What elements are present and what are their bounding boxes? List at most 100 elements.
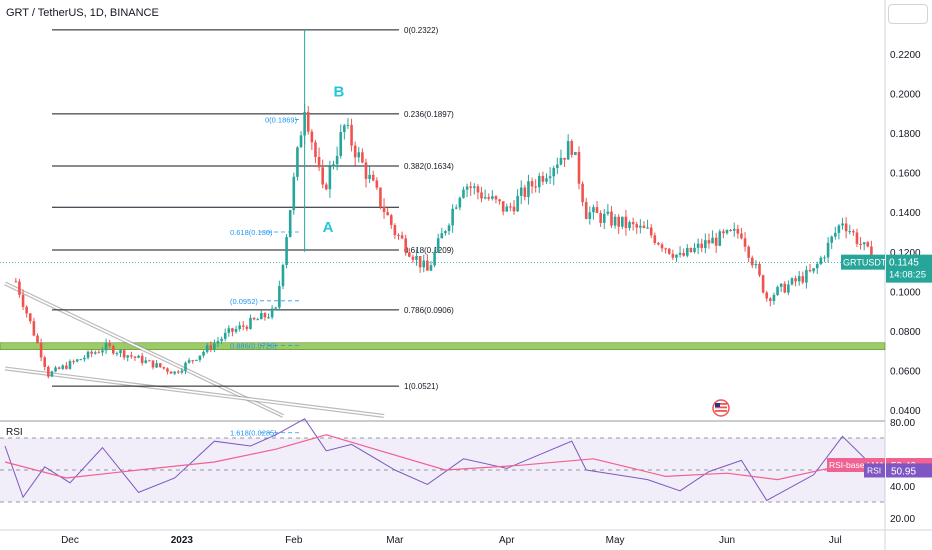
rsi-badge (864, 463, 885, 478)
candle-body (624, 216, 628, 228)
candle-body (97, 352, 101, 354)
candle-body (491, 196, 494, 199)
candle-body (426, 260, 429, 271)
wave-label-b: B (334, 84, 345, 101)
rsi-tick-label: 40.00 (890, 482, 915, 493)
candle-body (750, 257, 754, 266)
support-zone (0, 342, 886, 350)
candle-body (158, 363, 162, 368)
candle-body (519, 187, 523, 196)
rsi-ma-line (4, 434, 876, 481)
candle-body (642, 225, 646, 228)
y-tick-label: 0.1000 (890, 287, 921, 298)
candle-body (588, 212, 592, 219)
candle-body (772, 294, 776, 302)
candle-body (195, 359, 198, 361)
candle-body (675, 254, 678, 258)
y-tick-label: 0.0800 (890, 327, 921, 338)
y-tick-label: 0.1600 (890, 169, 921, 180)
candle-body (610, 211, 613, 226)
candle-body (729, 230, 732, 232)
candle-body (498, 199, 501, 202)
candle-body (530, 181, 534, 187)
candle-body (324, 184, 328, 190)
candle-body (462, 189, 465, 198)
candle-body (47, 366, 50, 377)
candle-body (176, 371, 180, 373)
candle-body (505, 206, 509, 212)
candle-body (631, 222, 635, 225)
candle-body (75, 359, 79, 362)
candle-body (469, 186, 472, 188)
candle-body (660, 244, 664, 249)
fib-level-label: 0.786(0.0906) (404, 306, 454, 315)
candle-body (790, 278, 794, 285)
candle-body (364, 162, 368, 179)
candle-body (559, 157, 563, 165)
candle-body (115, 353, 119, 355)
rsi-value-badge (886, 463, 932, 478)
candle-body (169, 371, 173, 374)
symbol-badge (841, 254, 885, 270)
candle-body (592, 207, 595, 213)
candle-body (418, 256, 422, 268)
candle-body (451, 208, 454, 226)
candle-body (754, 264, 758, 266)
candle-body (263, 313, 267, 318)
us-flag-icon (712, 399, 730, 417)
candle-body (815, 264, 819, 269)
price-badge-value: 0.1145 (889, 258, 919, 269)
candle-body (501, 201, 505, 212)
price-badge (886, 254, 932, 283)
blue-fib-label: 0.886(0.0726) (230, 342, 277, 351)
candle-body (628, 222, 631, 228)
candle-body (397, 234, 400, 236)
candle-body (848, 231, 852, 233)
candle-body (61, 365, 65, 369)
rsi-ma-badge-label: RSI-based MA (829, 460, 885, 470)
candle-body (473, 186, 476, 188)
candle-body (602, 213, 606, 223)
candle-body (761, 275, 765, 293)
candle-body (509, 206, 512, 208)
candle-body (350, 124, 353, 146)
candle-body (855, 232, 859, 244)
candle-body (779, 283, 783, 287)
settings-icon[interactable] (888, 4, 928, 24)
candle-body (209, 345, 213, 350)
candle-body (216, 341, 220, 344)
candle-body (639, 225, 642, 228)
candle-body (353, 145, 357, 158)
candle-body (205, 345, 209, 352)
x-tick-label: 2023 (171, 535, 194, 546)
candle-body (541, 175, 545, 182)
candle-body (256, 319, 259, 321)
symbol-badge-text: GRTUSDT (843, 258, 887, 268)
candle-body (72, 361, 75, 363)
candle-body (693, 247, 696, 253)
candle-body (133, 356, 137, 358)
candle-body (581, 183, 584, 203)
candle-body (563, 157, 566, 160)
candle-body (166, 368, 169, 372)
candle-body (28, 313, 32, 322)
candle-body (227, 328, 231, 333)
candle-body (21, 294, 25, 307)
candle-body (844, 223, 848, 232)
candle-body (613, 216, 617, 226)
blue-fib-label: 0.618(0.130) (230, 228, 273, 237)
candle-body (252, 317, 256, 320)
candle-body (104, 342, 108, 351)
candle-body (476, 186, 480, 193)
candle-body (90, 351, 93, 354)
candle-body (393, 225, 397, 235)
candle-body (552, 168, 556, 177)
candle-body (483, 197, 487, 199)
candle-body (86, 351, 90, 358)
candle-body (93, 352, 97, 354)
x-tick-label: Jun (719, 535, 735, 546)
candle-body (249, 317, 252, 329)
candle-body (732, 228, 736, 231)
candle-body (765, 292, 769, 299)
